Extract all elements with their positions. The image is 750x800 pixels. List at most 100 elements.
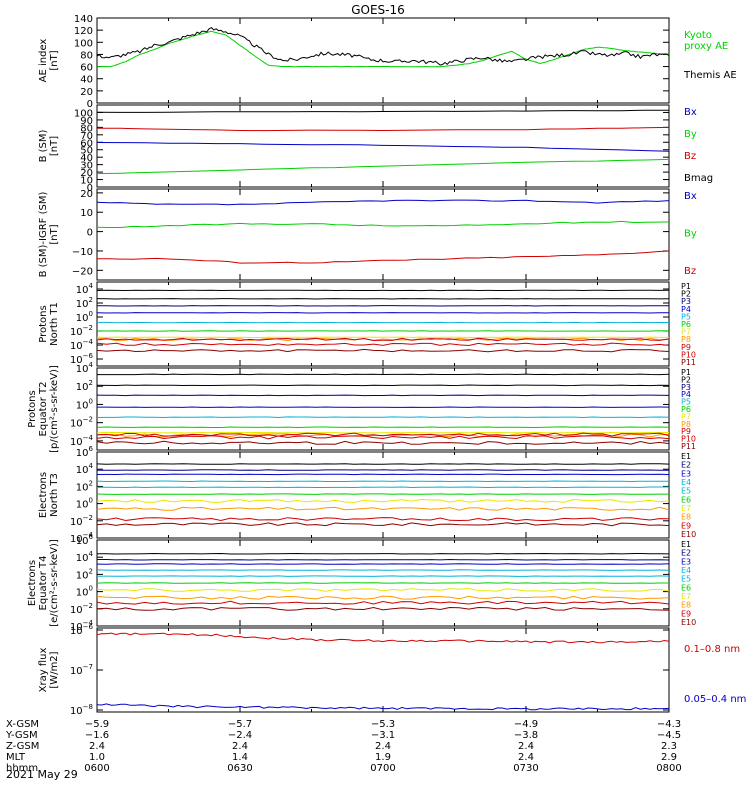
series-line-3 xyxy=(97,250,670,264)
legend-E10: E10 xyxy=(681,530,696,539)
y-axis-label: Electrons xyxy=(27,560,38,606)
legend-P3: P3 xyxy=(681,297,691,306)
x-axis-value: 0730 xyxy=(513,763,538,774)
channel-line-E5 xyxy=(96,575,670,577)
y-tick-label: 104 xyxy=(76,282,94,296)
y-tick-label: 60 xyxy=(80,63,93,74)
channel-line-E3 xyxy=(96,473,670,476)
x-axis-value: −3.1 xyxy=(371,730,395,741)
x-axis-row-label: X-GSM xyxy=(6,719,39,730)
x-axis-value: −5.7 xyxy=(228,719,252,730)
x-axis-value: −2.4 xyxy=(228,730,252,741)
channel-line-E1 xyxy=(97,552,670,555)
channel-line-P9 xyxy=(96,432,670,437)
y-tick-label: 10−2 xyxy=(70,416,93,430)
y-axis-label: [e/(cm²-s-sr-keV)] xyxy=(49,539,60,627)
x-axis-value: 1.9 xyxy=(375,752,391,763)
legend-entry: proxy AE xyxy=(684,41,728,52)
channel-line-P1 xyxy=(97,373,670,376)
series-line-3 xyxy=(96,126,670,132)
y-tick-label: 100 xyxy=(74,108,93,119)
y-axis-label: Electrons xyxy=(38,472,49,518)
y-tick-label: 100 xyxy=(74,38,93,49)
y-axis-label: [nT] xyxy=(49,224,60,244)
panel-frame xyxy=(96,104,670,188)
x-axis-value: 0800 xyxy=(656,763,681,774)
legend-P4: P4 xyxy=(681,305,691,314)
channel-line-E4 xyxy=(96,480,669,483)
y-tick-label: 100 xyxy=(76,585,93,599)
y-tick-label: 40 xyxy=(80,75,93,86)
y-tick-label: 120 xyxy=(74,26,93,37)
y-tick-label: 102 xyxy=(76,479,93,493)
x-axis-row-label: Y-GSM xyxy=(5,730,38,741)
series-line-1 xyxy=(96,30,670,68)
channel-line-P11 xyxy=(96,348,670,353)
y-tick-label: 10−4 xyxy=(70,338,94,352)
y-tick-label: 10−2 xyxy=(70,514,93,528)
y-axis-label: B (SM) xyxy=(38,129,49,162)
legend-E9: E9 xyxy=(681,521,691,530)
y-tick-label: 104 xyxy=(76,462,94,476)
y-tick-label: 0 xyxy=(87,228,93,239)
y-tick-label: 100 xyxy=(76,497,93,511)
panel-8: 10−8 10−7 10−6 Xray flux [W/m2] 0.1–0.8 nm 0.0… xyxy=(38,623,746,717)
series-line-2 xyxy=(96,158,670,175)
series-line-1 xyxy=(96,199,670,206)
legend-entry: Bx xyxy=(684,191,697,202)
panel-frame xyxy=(96,188,670,281)
channel-line-E3 xyxy=(96,563,670,565)
date-label: 2021 May 29 xyxy=(6,768,78,781)
legend-E8: E8 xyxy=(681,601,691,610)
x-axis-value: 1.4 xyxy=(232,752,248,763)
channel-line-E6 xyxy=(96,493,669,495)
x-axis-value: −3.8 xyxy=(514,730,538,741)
y-tick-label: 80 xyxy=(80,50,93,61)
channel-line-P5 xyxy=(96,416,670,419)
series-line-1 xyxy=(96,632,670,644)
channel-line-P7 xyxy=(96,431,669,434)
series-line-2 xyxy=(96,220,670,228)
y-tick-label: 10−7 xyxy=(70,663,93,677)
legend-P11: P11 xyxy=(681,358,696,367)
channel-line-P10 xyxy=(96,435,670,440)
legend-P2: P2 xyxy=(681,375,691,384)
channel-line-E10 xyxy=(96,522,670,527)
y-tick-label: 102 xyxy=(76,567,93,581)
x-axis-value: 2.4 xyxy=(518,741,534,752)
y-tick-label: 102 xyxy=(76,379,93,393)
y-tick-label: 50 xyxy=(80,146,93,157)
legend-E7: E7 xyxy=(681,504,691,513)
x-axis-value: −5.9 xyxy=(85,719,109,730)
legend-P10: P10 xyxy=(681,435,696,444)
y-tick-label: 102 xyxy=(76,296,93,310)
legend-entry: Bx xyxy=(684,107,697,118)
panel-legend: Bx By Bz Bmag xyxy=(684,107,713,184)
channel-line-E8 xyxy=(96,595,670,600)
channel-line-P6 xyxy=(96,426,670,429)
x-axis-value: −5.3 xyxy=(371,719,395,730)
channel-line-E2 xyxy=(97,558,670,561)
channel-line-E4 xyxy=(96,569,670,571)
y-tick-label: −20 xyxy=(72,266,93,277)
channel-line-E10 xyxy=(96,606,670,611)
y-tick-label: 30 xyxy=(80,161,93,172)
y-tick-label: 10−8 xyxy=(70,703,93,717)
y-axis-label: B (SM)-IGRF (SM) xyxy=(38,192,49,278)
legend-P9: P9 xyxy=(681,427,691,436)
y-tick-label: 100 xyxy=(76,310,93,324)
legend-E6: E6 xyxy=(681,583,691,592)
y-axis-label: [nT] xyxy=(49,50,60,70)
y-tick-label: 20 xyxy=(80,168,93,179)
legend-P6: P6 xyxy=(681,405,691,414)
legend-P4: P4 xyxy=(681,390,691,399)
channel-line-E6 xyxy=(96,582,669,584)
panel-legend: 0.1–0.8 nm 0.05–0.4 nm xyxy=(684,644,746,705)
panel-legend: Bx By Bz xyxy=(684,191,697,277)
legend-E1: E1 xyxy=(681,540,691,549)
